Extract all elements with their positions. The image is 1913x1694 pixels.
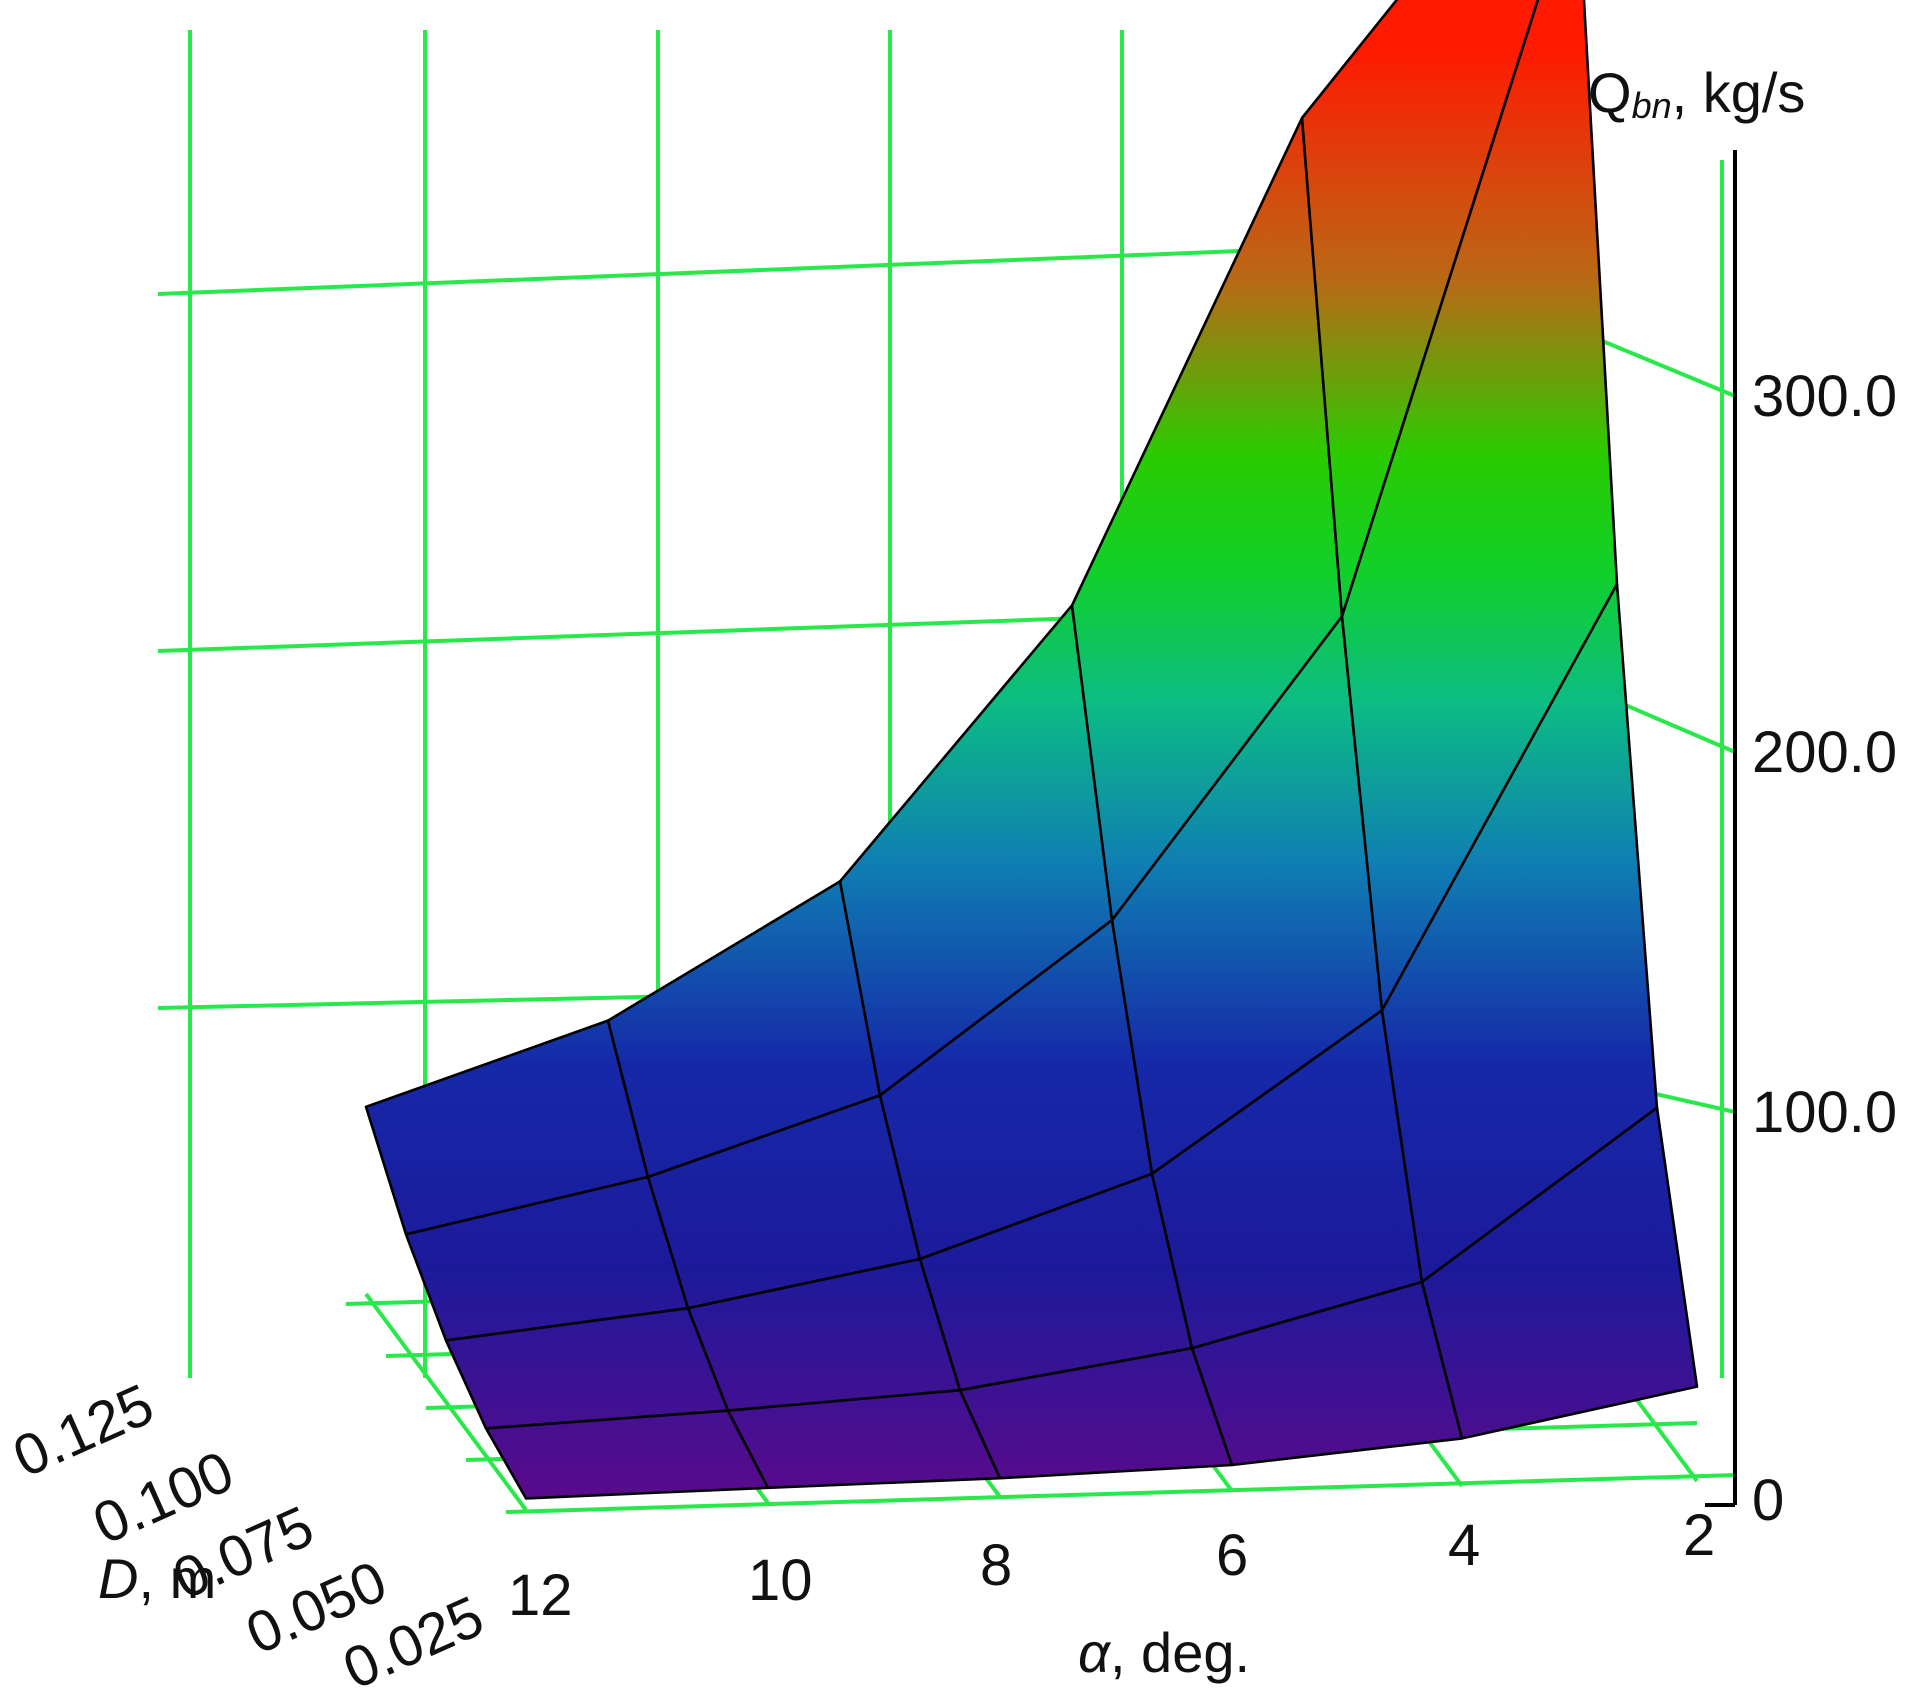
z-tick-label: 300.0 bbox=[1752, 364, 1897, 429]
x-tick-label: 2 bbox=[1683, 1503, 1715, 1568]
x-tick-label: 12 bbox=[508, 1563, 573, 1628]
z-tick-label: 100.0 bbox=[1752, 1080, 1897, 1145]
surface-layer bbox=[364, 0, 1699, 1500]
x-tick-label: 6 bbox=[1216, 1523, 1248, 1588]
x-tick-label: 4 bbox=[1448, 1513, 1480, 1578]
x-tick-label: 10 bbox=[748, 1548, 813, 1613]
z-tick-label: 200.0 bbox=[1752, 720, 1897, 785]
grid-horizontal-line bbox=[157, 243, 1391, 296]
floor-grid-line bbox=[505, 1473, 1738, 1514]
z-tick-label: 0 bbox=[1752, 1468, 1784, 1533]
floor-grid-line bbox=[364, 1292, 528, 1512]
x-tick-label: 8 bbox=[980, 1533, 1012, 1598]
y-axis-title: D, m bbox=[98, 1547, 216, 1610]
z-axis-title: Qbn, kg/s bbox=[1588, 61, 1805, 126]
x-axis-title: α, deg. bbox=[1078, 1621, 1250, 1684]
surface-patch bbox=[1420, 1106, 1699, 1440]
